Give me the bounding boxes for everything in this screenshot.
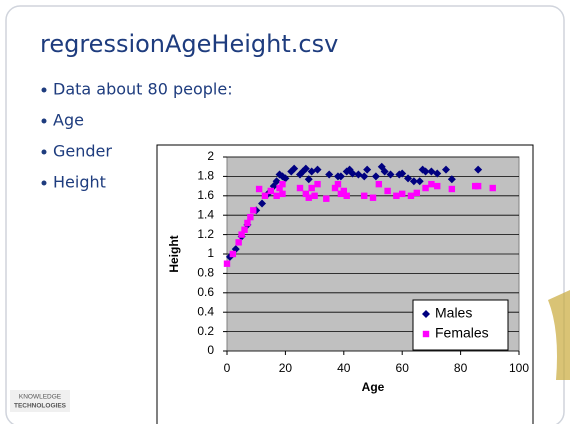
marker — [224, 261, 230, 267]
decor — [548, 290, 570, 380]
marker — [399, 191, 405, 197]
y-tick-label: 0.2 — [197, 324, 214, 338]
marker — [250, 207, 256, 213]
bullet-dot — [42, 150, 47, 155]
marker — [230, 251, 236, 257]
marker — [475, 183, 481, 189]
x-tick-label: 0 — [224, 361, 231, 375]
legend-label: Females — [435, 325, 489, 341]
marker — [268, 188, 274, 194]
marker — [279, 181, 285, 187]
marker — [376, 181, 382, 187]
marker — [408, 193, 414, 199]
marker — [344, 193, 350, 199]
slide-canvas: regressionAgeHeight.csv Data about 80 pe… — [0, 0, 570, 424]
marker — [361, 193, 367, 199]
bullet-dot — [42, 119, 47, 124]
logo: KNOWLEDGE TECHNOLOGIES — [10, 390, 70, 412]
x-tick-label: 80 — [454, 361, 468, 375]
marker — [434, 183, 440, 189]
marker — [308, 185, 314, 191]
marker — [306, 195, 312, 201]
y-tick-label: 1.2 — [197, 227, 214, 241]
marker — [422, 185, 428, 191]
marker — [423, 331, 429, 337]
marker — [323, 196, 329, 202]
marker — [384, 188, 390, 194]
bullet-text: Data about 80 people: — [53, 80, 233, 99]
marker — [393, 193, 399, 199]
x-tick-label: 100 — [509, 361, 529, 375]
y-tick-label: 1 — [207, 246, 214, 260]
marker — [247, 214, 253, 220]
y-tick-label: 1.6 — [197, 188, 214, 202]
marker — [262, 193, 268, 199]
marker — [335, 181, 341, 187]
y-tick-label: 2 — [207, 149, 214, 163]
y-tick-label: 0.4 — [197, 304, 214, 318]
marker — [490, 185, 496, 191]
logo-text: TECHNOLOGIES — [14, 403, 67, 410]
y-axis-label: Height — [167, 235, 181, 272]
x-tick-label: 60 — [396, 361, 410, 375]
bullet-text: Gender — [53, 142, 112, 161]
marker — [414, 190, 420, 196]
bullet-text: Height — [53, 173, 106, 192]
logo-text: KNOWLEDGE — [19, 394, 62, 401]
y-tick-label: 1.8 — [197, 169, 214, 183]
x-tick-label: 40 — [337, 361, 351, 375]
y-tick-label: 0.8 — [197, 266, 214, 280]
marker — [256, 186, 262, 192]
y-tick-label: 0 — [207, 343, 214, 357]
marker — [241, 227, 247, 233]
marker — [273, 193, 279, 199]
x-axis-label: Age — [362, 380, 385, 394]
bullet-text: Age — [53, 111, 84, 130]
slide: regressionAgeHeight.csv Data about 80 pe… — [0, 0, 570, 424]
marker — [311, 193, 317, 199]
marker — [449, 186, 455, 192]
bullet-dot — [42, 88, 47, 93]
x-tick-label: 20 — [279, 361, 293, 375]
slide-title: regressionAgeHeight.csv — [40, 30, 338, 58]
marker — [235, 239, 241, 245]
marker — [314, 181, 320, 187]
marker — [297, 185, 303, 191]
legend-label: Males — [435, 305, 472, 321]
bullet-dot — [42, 181, 47, 186]
marker — [370, 195, 376, 201]
marker — [428, 181, 434, 187]
marker — [244, 220, 250, 226]
marker — [279, 191, 285, 197]
y-tick-label: 1.4 — [197, 207, 214, 221]
y-tick-label: 0.6 — [197, 285, 214, 299]
